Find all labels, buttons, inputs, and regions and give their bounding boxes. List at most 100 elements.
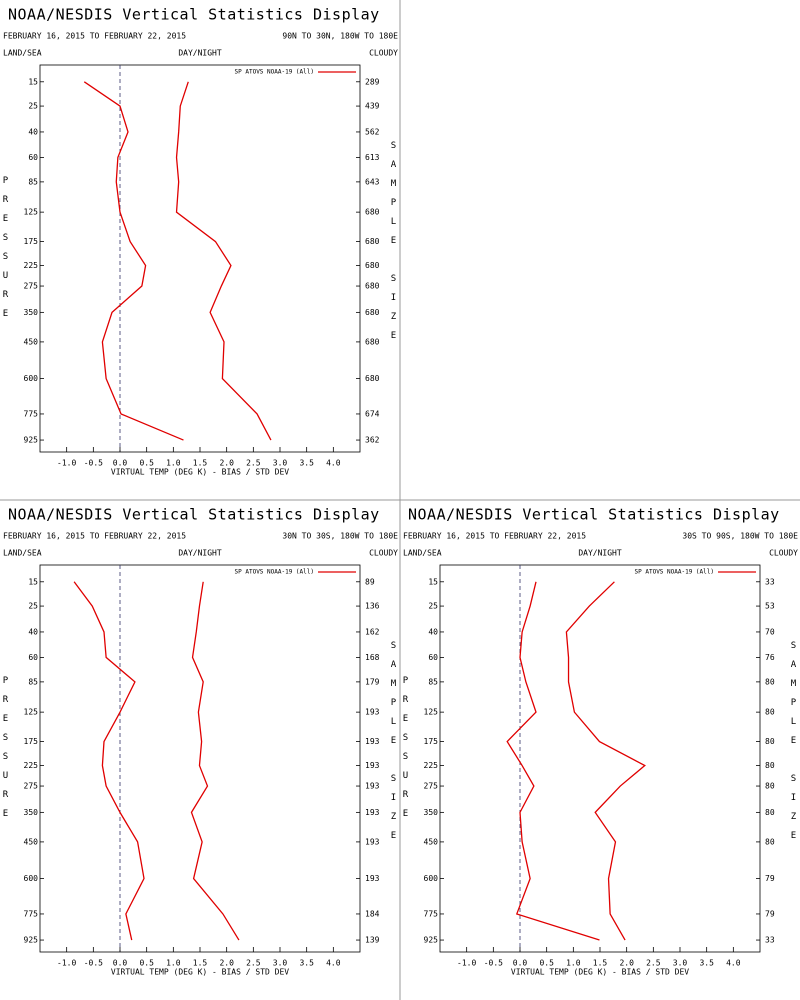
x-tick-label: 3.0 <box>673 959 688 968</box>
sample-size-label: 89 <box>365 577 375 586</box>
sample-size-label: 193 <box>365 761 380 770</box>
y-tick-label: 350 <box>24 308 39 317</box>
sample-size-label: 179 <box>365 677 380 686</box>
sample-size-label: 79 <box>765 874 775 883</box>
sample-size-label: 680 <box>365 261 380 270</box>
sample-size-label: 643 <box>365 177 380 186</box>
y-tick-label: 25 <box>428 602 438 611</box>
panel-title: NOAA/NESDIS Vertical Statistics Display <box>8 6 380 24</box>
sample-size-label: 680 <box>365 337 380 346</box>
sample-size-label: 193 <box>365 782 380 791</box>
sample-size-label: 80 <box>765 737 775 746</box>
sample-size-label: 193 <box>365 737 380 746</box>
sample-size-label: 193 <box>365 874 380 883</box>
y-tick-label: 25 <box>28 102 38 111</box>
sample-size-label: 168 <box>365 653 380 662</box>
sample-size-label: 33 <box>765 577 775 586</box>
sample-size-label: 76 <box>765 653 775 662</box>
sample-size-label: 362 <box>365 436 380 445</box>
x-tick-label: -0.5 <box>84 959 103 968</box>
x-tick-label: 3.0 <box>273 459 288 468</box>
y-tick-label: 225 <box>24 761 39 770</box>
y-tick-label: 40 <box>428 627 438 636</box>
x-tick-label: 0.5 <box>139 459 154 468</box>
y-tick-label: 275 <box>24 782 39 791</box>
sample-size-label: 80 <box>765 677 775 686</box>
series-line <box>190 581 240 941</box>
x-tick-label: -1.0 <box>57 959 76 968</box>
land-sea-label: LAND/SEA <box>3 549 42 558</box>
sample-size-label: 680 <box>365 282 380 291</box>
x-tick-label: 1.0 <box>166 959 181 968</box>
date-range: FEBRUARY 16, 2015 TO FEBRUARY 22, 2015 <box>3 32 186 41</box>
day-night-label: DAY/NIGHT <box>178 549 222 558</box>
y-tick-label: 600 <box>24 374 39 383</box>
x-tick-label: 2.0 <box>219 459 234 468</box>
x-tick-label: 1.0 <box>166 459 181 468</box>
x-tick-label: 2.0 <box>219 959 234 968</box>
x-tick-label: 2.5 <box>246 459 261 468</box>
sample-size-label: 33 <box>765 936 775 945</box>
sample-size-label: 80 <box>765 761 775 770</box>
sample-size-label: 53 <box>765 602 775 611</box>
y-tick-label: 350 <box>24 808 39 817</box>
sample-size-label: 139 <box>365 936 380 945</box>
y2-axis-label: SAMPLE SIZE <box>389 141 399 350</box>
legend-label: SP ATOVS NOAA-19 (All) <box>235 569 314 576</box>
x-tick-label: 0.5 <box>539 959 554 968</box>
land-sea-label: LAND/SEA <box>3 49 42 58</box>
cloudy-label: CLOUDY <box>369 549 398 558</box>
cloudy-label: CLOUDY <box>369 49 398 58</box>
x-tick-label: 3.5 <box>299 959 314 968</box>
x-tick-label: 4.0 <box>726 959 741 968</box>
legend-label: SP ATOVS NOAA-19 (All) <box>635 569 714 576</box>
chart-panel: NOAA/NESDIS Vertical Statistics Display F… <box>401 506 799 977</box>
series-line <box>73 581 145 941</box>
x-axis-label: VIRTUAL TEMP (DEG K) - BIAS / STD DEV <box>111 468 289 477</box>
y-tick-label: 125 <box>24 708 39 717</box>
sample-size-label: 162 <box>365 627 380 636</box>
y-tick-label: 60 <box>28 153 38 162</box>
series-line <box>506 581 600 941</box>
x-tick-label: 2.5 <box>646 959 661 968</box>
y-tick-label: 85 <box>28 177 38 186</box>
sample-size-label: 680 <box>365 208 380 217</box>
x-tick-label: -0.5 <box>84 459 103 468</box>
x-tick-label: -1.0 <box>57 459 76 468</box>
sample-size-label: 193 <box>365 837 380 846</box>
x-tick-label: 3.0 <box>273 959 288 968</box>
y-tick-label: 15 <box>428 577 438 586</box>
legend-label: SP ATOVS NOAA-19 (All) <box>235 69 314 76</box>
sample-size-label: 80 <box>765 837 775 846</box>
y-tick-label: 925 <box>24 936 39 945</box>
y-tick-label: 775 <box>24 909 39 918</box>
x-tick-label: 1.5 <box>193 959 208 968</box>
sample-size-label: 80 <box>765 782 775 791</box>
y-tick-label: 175 <box>424 737 439 746</box>
y-tick-label: 925 <box>24 436 39 445</box>
y-tick-label: 60 <box>28 653 38 662</box>
y-tick-label: 450 <box>424 837 439 846</box>
y-tick-label: 175 <box>24 737 39 746</box>
sample-size-label: 289 <box>365 77 380 86</box>
date-range: FEBRUARY 16, 2015 TO FEBRUARY 22, 2015 <box>3 532 186 541</box>
y-tick-label: 125 <box>424 708 439 717</box>
sample-size-label: 193 <box>365 708 380 717</box>
x-tick-label: 2.5 <box>246 959 261 968</box>
y-tick-label: 450 <box>24 337 39 346</box>
x-tick-label: 1.5 <box>593 959 608 968</box>
region: 30S TO 90S, 180W TO 180E <box>682 532 798 541</box>
y-tick-label: 85 <box>28 677 38 686</box>
day-night-label: DAY/NIGHT <box>178 49 222 58</box>
x-tick-label: 0.5 <box>139 959 154 968</box>
region: 30N TO 30S, 180W TO 180E <box>282 532 398 541</box>
x-tick-label: 0.0 <box>113 459 128 468</box>
y2-axis-label: SAMPLE SIZE <box>789 641 799 850</box>
x-tick-label: 3.5 <box>299 459 314 468</box>
x-tick-label: 3.5 <box>699 959 714 968</box>
x-tick-label: 2.0 <box>619 959 634 968</box>
y-tick-label: 275 <box>24 282 39 291</box>
series-line <box>175 81 272 441</box>
sample-size-label: 674 <box>365 409 380 418</box>
